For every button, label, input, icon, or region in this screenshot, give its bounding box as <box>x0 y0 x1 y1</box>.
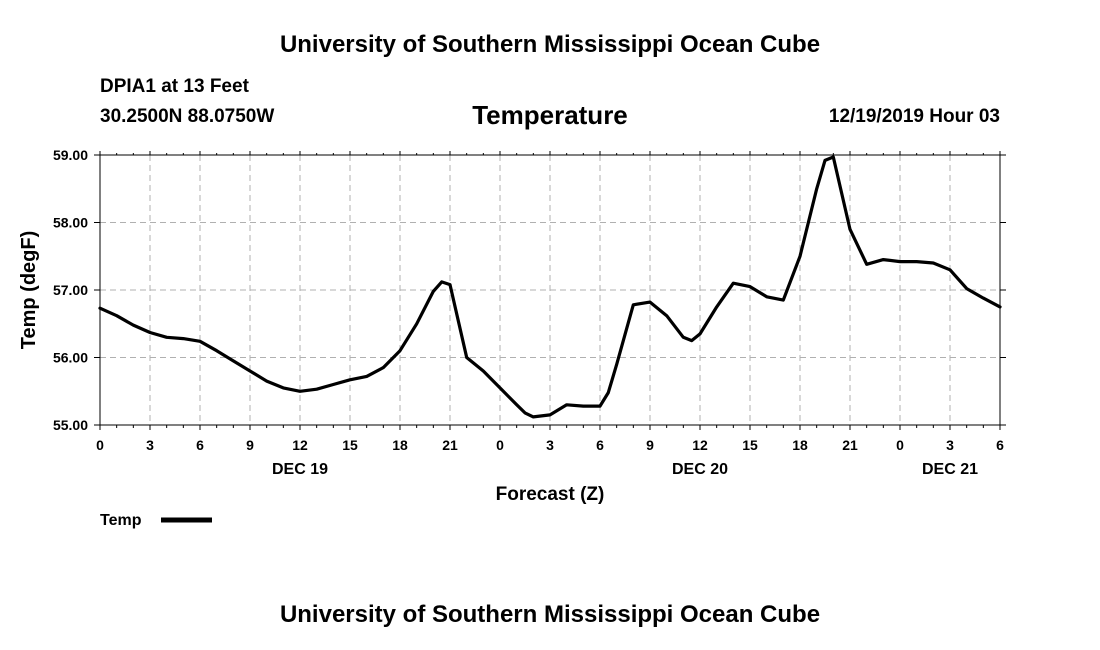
x-tick-label: 15 <box>342 437 358 453</box>
series-line-temp <box>98 155 1002 419</box>
grid <box>100 155 1000 425</box>
station-label: DPIA1 at 13 Feet <box>100 76 249 97</box>
x-tick-label: 9 <box>246 437 254 453</box>
x-tick-label: 6 <box>596 437 604 453</box>
y-tick-label: 57.00 <box>53 282 88 298</box>
y-axis-label: Temp (degF) <box>18 231 40 350</box>
x-tick-label: 3 <box>146 437 154 453</box>
x-tick-label: 3 <box>946 437 954 453</box>
page-title-top: University of Southern Mississippi Ocean… <box>279 31 821 58</box>
coords-label: 30.2500N 88.0750W <box>100 106 275 127</box>
x-tick-label: 6 <box>196 437 204 453</box>
page-title-bottom: University of Southern Mississippi Ocean… <box>279 601 821 628</box>
date-label: DEC 21 <box>922 461 978 478</box>
y-tick-label: 59.00 <box>53 147 88 163</box>
x-tick-label: 12 <box>692 437 708 453</box>
x-tick-label: 6 <box>996 437 1004 453</box>
y-tick-label: 58.00 <box>53 215 88 231</box>
x-tick-label: 0 <box>896 437 904 453</box>
datetime-label: 12/19/2019 Hour 03 <box>828 106 1000 127</box>
legend-label-temp: Temp <box>100 512 142 529</box>
x-tick-label: 9 <box>646 437 654 453</box>
axis-ticks <box>94 151 1006 430</box>
axis-tick-labels: 0 3 6 9 12 15 18 21 0 3 6 9 12 15 18 21 0 3 6 55.00 56.00 57.… <box>53 147 1004 478</box>
date-label: DEC 19 <box>272 461 328 478</box>
x-tick-label: 18 <box>792 437 808 453</box>
chart-title: Temperature <box>472 100 628 130</box>
x-tick-label: 15 <box>742 437 758 453</box>
x-tick-label: 21 <box>442 437 458 453</box>
x-tick-label: 0 <box>96 437 104 453</box>
x-tick-label: 18 <box>392 437 408 453</box>
x-tick-label: 3 <box>546 437 554 453</box>
y-tick-label: 56.00 <box>53 350 88 366</box>
x-tick-label: 12 <box>292 437 308 453</box>
x-axis-label: Forecast (Z) <box>496 484 605 505</box>
x-tick-label: 21 <box>842 437 858 453</box>
x-tick-label: 0 <box>496 437 504 453</box>
series-layer <box>98 155 1002 419</box>
y-tick-label: 55.00 <box>53 417 88 433</box>
date-label: DEC 20 <box>672 461 728 478</box>
